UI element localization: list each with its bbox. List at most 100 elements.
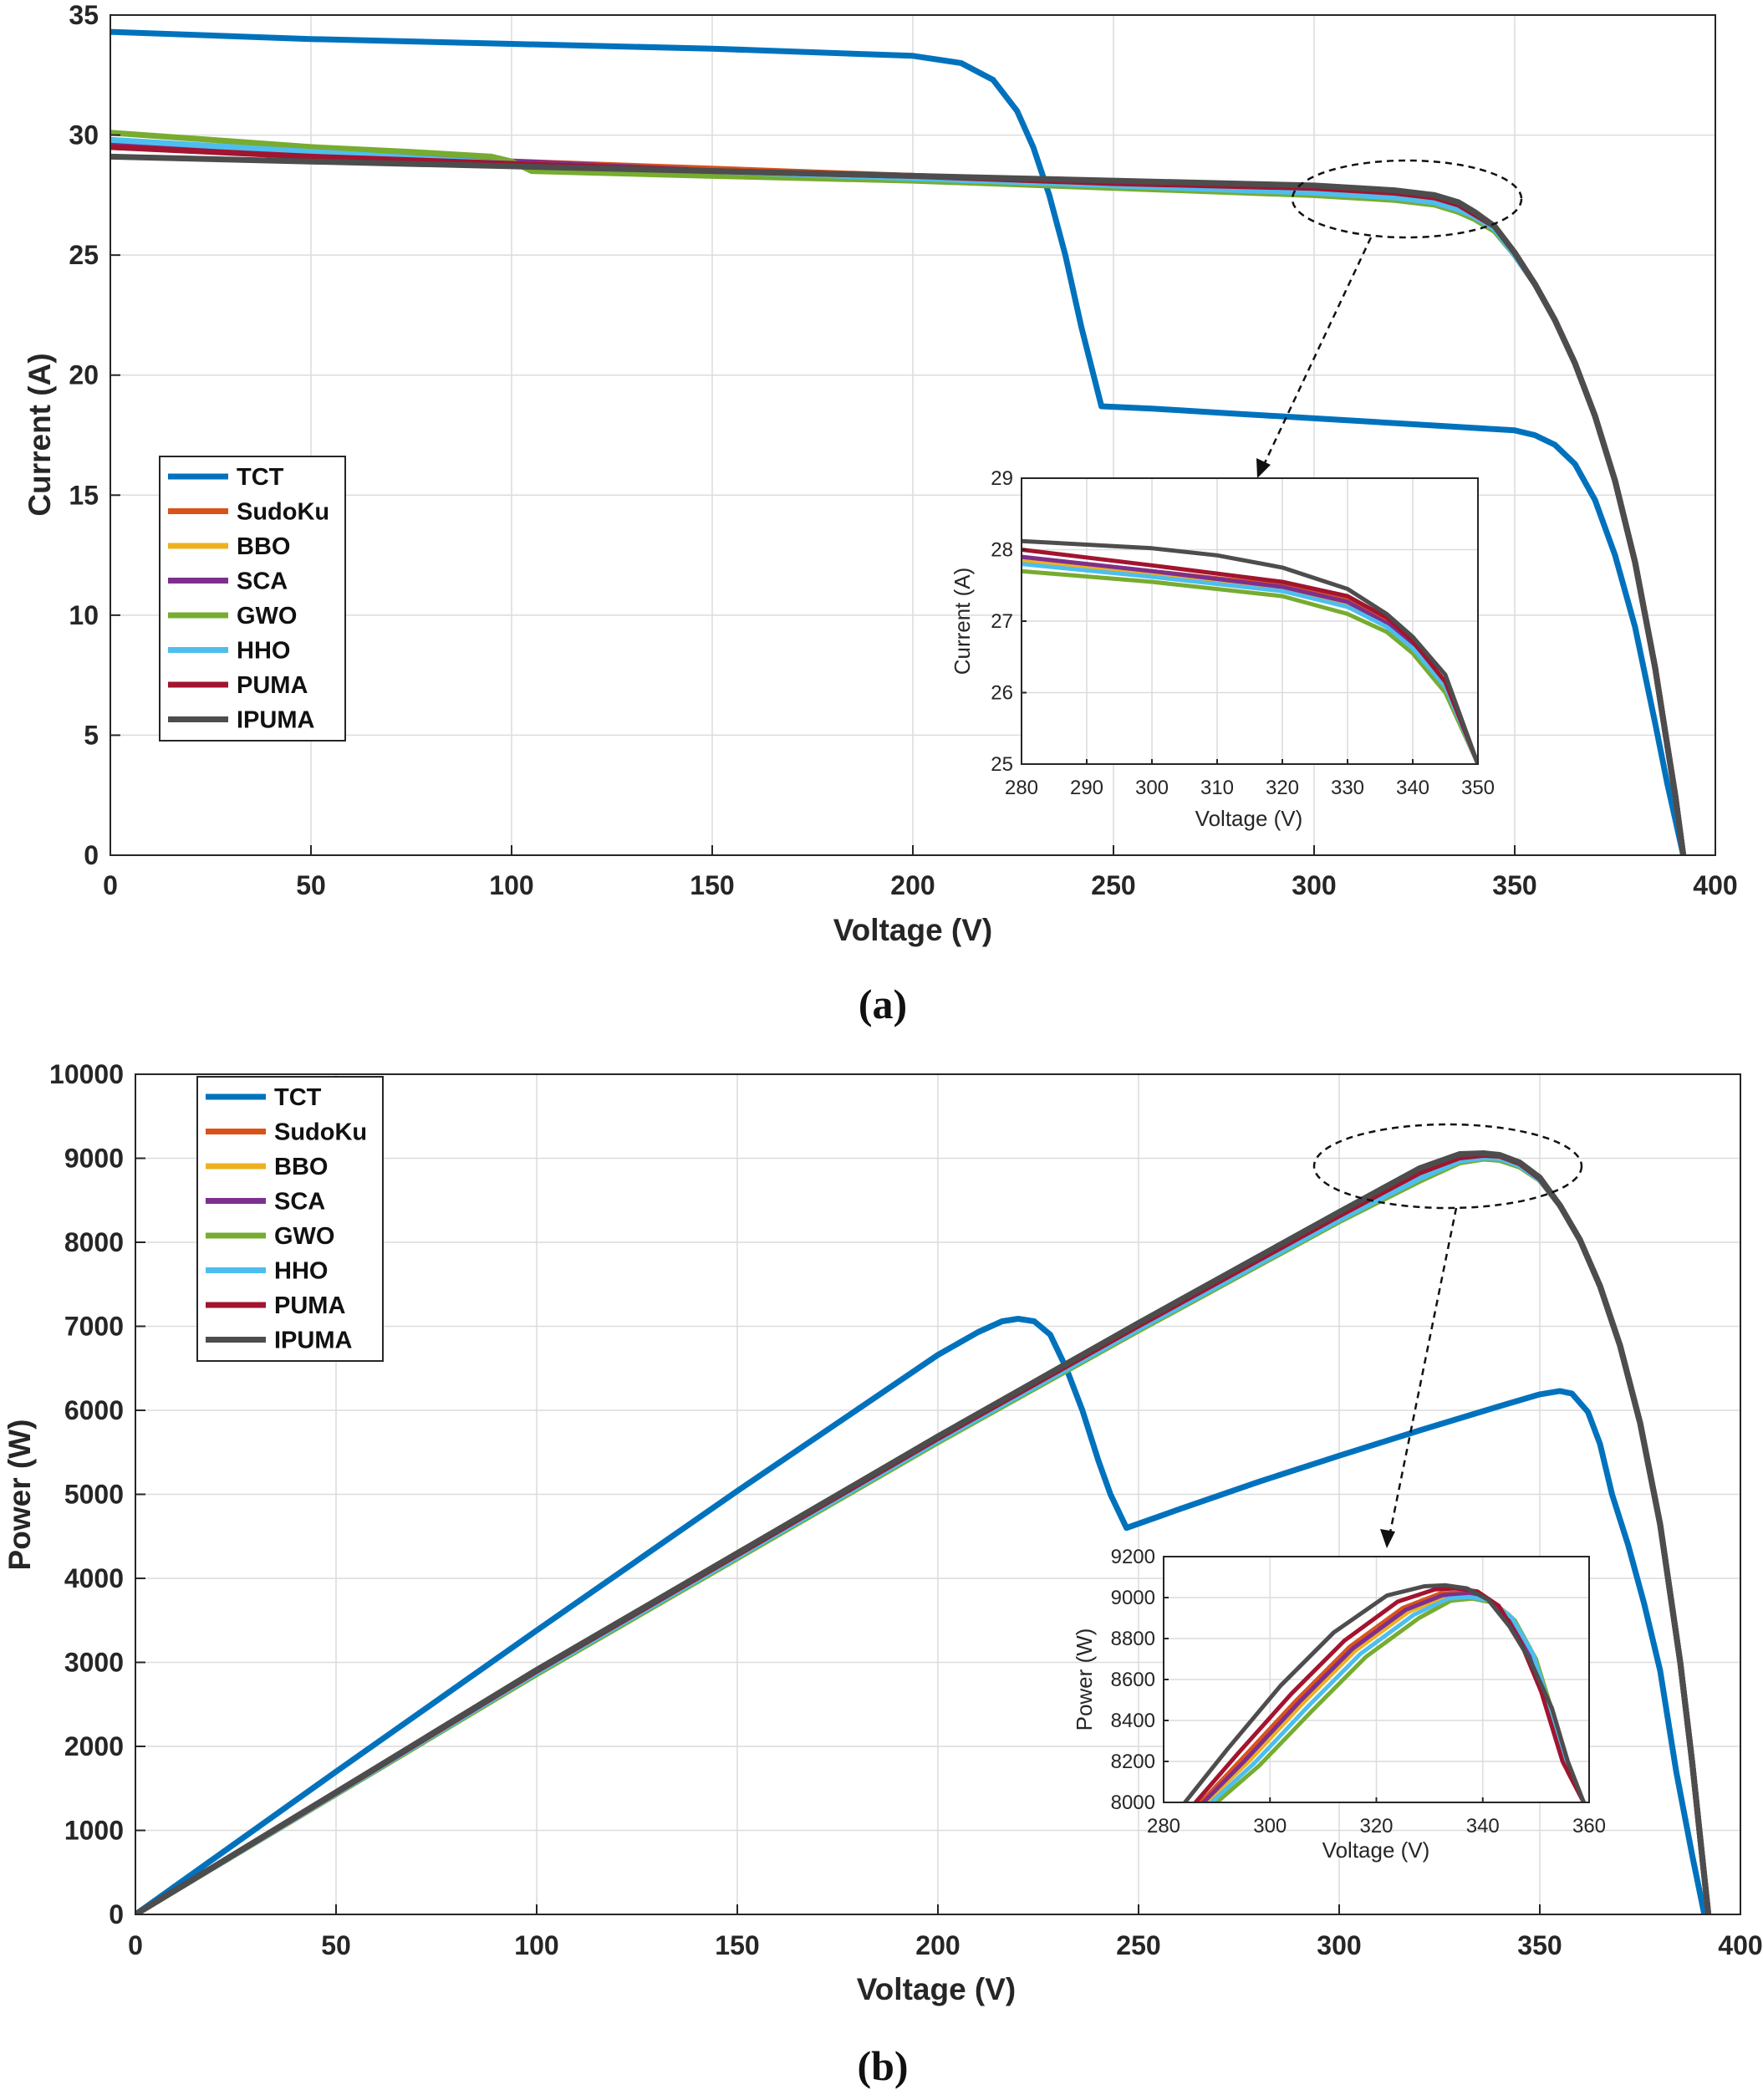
panel-b-xtick-label: 400 [1718, 1930, 1762, 1960]
panel-a-xtick-label: 400 [1693, 870, 1737, 900]
panel-b-inset-ytick-label: 8000 [1111, 1792, 1155, 1814]
panel-b-ytick-label: 3000 [64, 1648, 124, 1678]
panel-a-inset: 280 290 300 310 320 330 340 350 25 26 27 28 29 Volta… [950, 467, 1495, 831]
panel-b-ylabel: Power (W) [3, 1420, 37, 1571]
panel-a-xtick-label: 150 [690, 870, 734, 900]
panel-a-iv-chart: 0 50 100 150 200 250 300 350 400 0 5 10 15 20 25 30 35 V… [23, 0, 1738, 1027]
panel-b-xtick-label: 100 [514, 1930, 558, 1960]
panel-b-inset-xlabel: Voltage (V) [1322, 1838, 1430, 1863]
panel-b-xtick-label: 300 [1317, 1930, 1361, 1960]
panel-b-legend-label-ipuma: IPUMA [274, 1328, 353, 1354]
panel-b-curves [135, 1150, 1712, 1914]
panel-a-zoom-arrow [1261, 237, 1373, 469]
panel-b-legend-label-tct: TCT [274, 1084, 322, 1111]
panel-a-legend-label-tct: TCT [237, 464, 284, 491]
panel-b-xlabel: Voltage (V) [857, 1972, 1017, 2006]
panel-a-xtick-label: 300 [1292, 870, 1336, 900]
panel-a-inset-ytick-label: 28 [991, 539, 1013, 562]
panel-a-inset-series-gwo [1022, 568, 1478, 764]
panel-a-xlabel: Voltage (V) [833, 913, 993, 947]
panel-a-ytick-label: 25 [69, 240, 99, 270]
panel-b-ytick-label: 8000 [64, 1227, 124, 1257]
panel-a-legend-label-sudoku: SudoKu [237, 499, 329, 526]
panel-a-xtick-label: 50 [296, 870, 326, 900]
panel-b-series-tct [135, 1316, 1708, 1914]
panel-b-inset: 280 300 320 340 360 8000 8200 8400 8600 8800 9000 9… [1072, 1546, 1606, 1863]
panel-b-legend-label-puma: PUMA [274, 1292, 345, 1319]
panel-a-inset-ytick-label: 25 [991, 753, 1013, 776]
panel-a-inset-xtick-label: 330 [1331, 777, 1364, 799]
panel-a-ytick-label: 20 [69, 360, 99, 390]
panel-a-xtick-label: 100 [489, 870, 533, 900]
panel-b-ticks: 0 50 100 150 200 250 300 350 4000100020003000400… [49, 1059, 1763, 1960]
panel-a-inset-series-ipuma [1022, 538, 1478, 764]
panel-a-caption: (a) [859, 981, 907, 1027]
panel-a-arrow-head [1256, 458, 1271, 478]
panel-a-ytick-label: 15 [69, 480, 99, 510]
panel-b-zoom-ellipse [1312, 1123, 1583, 1210]
panel-a-series-tct [110, 28, 1687, 855]
panel-a-ytick-label: 5 [84, 720, 99, 750]
panel-b-inset-xtick-label: 300 [1253, 1815, 1287, 1838]
panel-b-xtick-label: 350 [1517, 1930, 1562, 1960]
panel-b-inset-xtick-label: 340 [1466, 1815, 1500, 1838]
panel-a-inset-ytick-label: 29 [991, 467, 1013, 490]
panel-b-xtick-label: 0 [128, 1930, 143, 1960]
panel-b-legend-label-sudoku: SudoKu [274, 1119, 367, 1146]
panel-a-inset-xtick-label: 340 [1396, 777, 1429, 799]
panel-a-legend-label-sca: SCA [237, 568, 288, 595]
panel-b-xtick-label: 50 [321, 1930, 351, 1960]
panel-b-legend: TCT SudoKu BBO SCA GWO HHO PUMA IPUMA [196, 1076, 384, 1362]
panel-b-xtick-label: 150 [715, 1930, 759, 1960]
panel-a-ytick-label: 35 [69, 0, 99, 30]
panel-a-inset-ytick-label: 26 [991, 682, 1013, 705]
panel-b-arrow-head [1380, 1529, 1395, 1548]
panel-b-inset-ytick-label: 8200 [1111, 1751, 1155, 1773]
panel-a-xtick-label: 0 [103, 870, 118, 900]
panel-b-legend-label-hho: HHO [274, 1258, 328, 1285]
panel-a-inset-ytick-label: 27 [991, 610, 1013, 633]
panel-a-inset-series-puma [1022, 548, 1478, 764]
panel-b-inset-xtick-label: 280 [1147, 1815, 1180, 1838]
panel-b-inset-xtick-label: 360 [1572, 1815, 1606, 1838]
panel-b-inset-ytick-label: 8600 [1111, 1669, 1155, 1691]
panel-a-legend: TCT SudoKu BBO SCA GWO HHO PUMA IPUMA [159, 456, 346, 742]
panel-b-inset-ytick-label: 9000 [1111, 1587, 1155, 1609]
panel-b-inset-ylabel: Power (W) [1072, 1629, 1097, 1731]
panel-a-inset-xtick-label: 290 [1070, 777, 1103, 799]
panel-a-legend-label-gwo: GWO [237, 603, 298, 629]
panel-b-xtick-label: 200 [915, 1930, 960, 1960]
panel-a-legend-label-ipuma: IPUMA [237, 707, 315, 734]
panel-a-xtick-label: 350 [1492, 870, 1536, 900]
panel-a-inset-xlabel: Voltage (V) [1195, 806, 1303, 831]
panel-b-ytick-label: 0 [109, 1899, 124, 1929]
panel-a-inset-series-hho [1022, 562, 1478, 764]
panel-b-pv-chart: 0 50 100 150 200 250 300 350 4000100020003000400… [3, 1059, 1763, 2089]
panel-b-inset-ytick-label: 9200 [1111, 1546, 1155, 1568]
panel-a-inset-xtick-label: 280 [1005, 777, 1038, 799]
panel-a-curves [110, 28, 1687, 855]
panel-a-inset-ylabel: Current (A) [950, 568, 975, 675]
panel-a-ytick-label: 10 [69, 600, 99, 630]
panel-a-zoom-ellipse [1291, 159, 1523, 239]
panel-b-ytick-label: 6000 [64, 1395, 124, 1425]
panel-a-ylabel: Current (A) [23, 353, 57, 516]
panel-b-ytick-label: 2000 [64, 1731, 124, 1761]
panel-b-inset-xtick-label: 320 [1359, 1815, 1393, 1838]
panel-b-ytick-label: 4000 [64, 1563, 124, 1593]
panel-a-xtick-label: 200 [890, 870, 935, 900]
panel-a-ytick-label: 30 [69, 120, 99, 150]
panel-b-zoom-arrow [1388, 1207, 1458, 1537]
panel-b-legend-label-gwo: GWO [274, 1223, 335, 1250]
panel-a-inset-xtick-label: 310 [1200, 777, 1234, 799]
panel-b-inset-series-ipuma [1183, 1583, 1587, 1802]
panel-a-legend-label-hho: HHO [237, 638, 290, 665]
panel-a-ticks: 0 50 100 150 200 250 300 350 400 0 5 10 15 20 25 30 35 [69, 0, 1737, 900]
panel-b-xtick-label: 250 [1116, 1930, 1160, 1960]
panel-a-xtick-label: 250 [1091, 870, 1135, 900]
panel-b-inset-ytick-label: 8800 [1111, 1628, 1155, 1650]
panel-b-ytick-label: 7000 [64, 1312, 124, 1342]
panel-b-legend-label-bbo: BBO [274, 1154, 328, 1180]
panel-a-ytick-label: 0 [84, 840, 99, 870]
